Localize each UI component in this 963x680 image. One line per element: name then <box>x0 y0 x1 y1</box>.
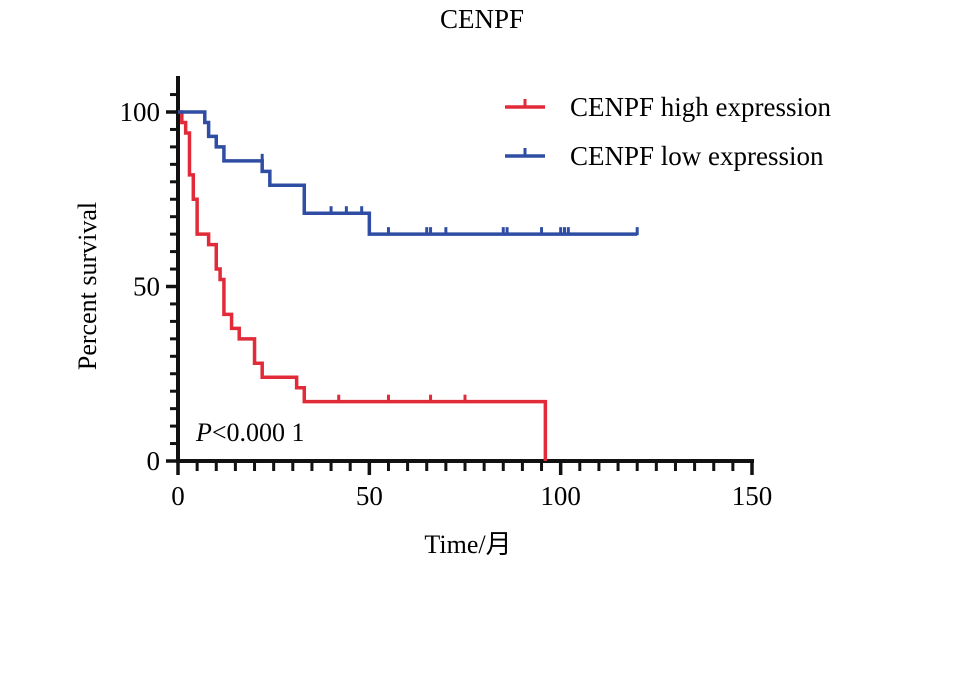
y-axis-label: Percent survival <box>73 202 102 370</box>
x-tick-label: 50 <box>356 481 383 511</box>
legend-label: CENPF low expression <box>570 141 824 171</box>
survival-curve-series-0 <box>178 110 548 461</box>
y-tick-label: 0 <box>147 446 161 476</box>
p-value-annotation: P<0.000 1 <box>195 418 305 447</box>
x-tick-label: 100 <box>540 481 581 511</box>
x-tick-label: 0 <box>171 481 185 511</box>
x-axis-label: Time/月 <box>424 530 511 559</box>
survival-curve-series-1 <box>178 110 638 236</box>
p-value-text: <0.000 1 <box>212 418 305 447</box>
y-tick-label: 50 <box>133 272 160 302</box>
y-tick-label: 100 <box>120 97 161 127</box>
legend: CENPF high expression CENPF low expressio… <box>505 92 832 171</box>
p-value-symbol: P <box>195 418 212 447</box>
x-tick-label: 150 <box>732 481 773 511</box>
chart-title: CENPF <box>440 4 524 34</box>
survival-curves <box>178 110 639 461</box>
legend-label: CENPF high expression <box>570 92 832 122</box>
axes: 0 50 100 0 50 100 150 <box>120 76 773 511</box>
